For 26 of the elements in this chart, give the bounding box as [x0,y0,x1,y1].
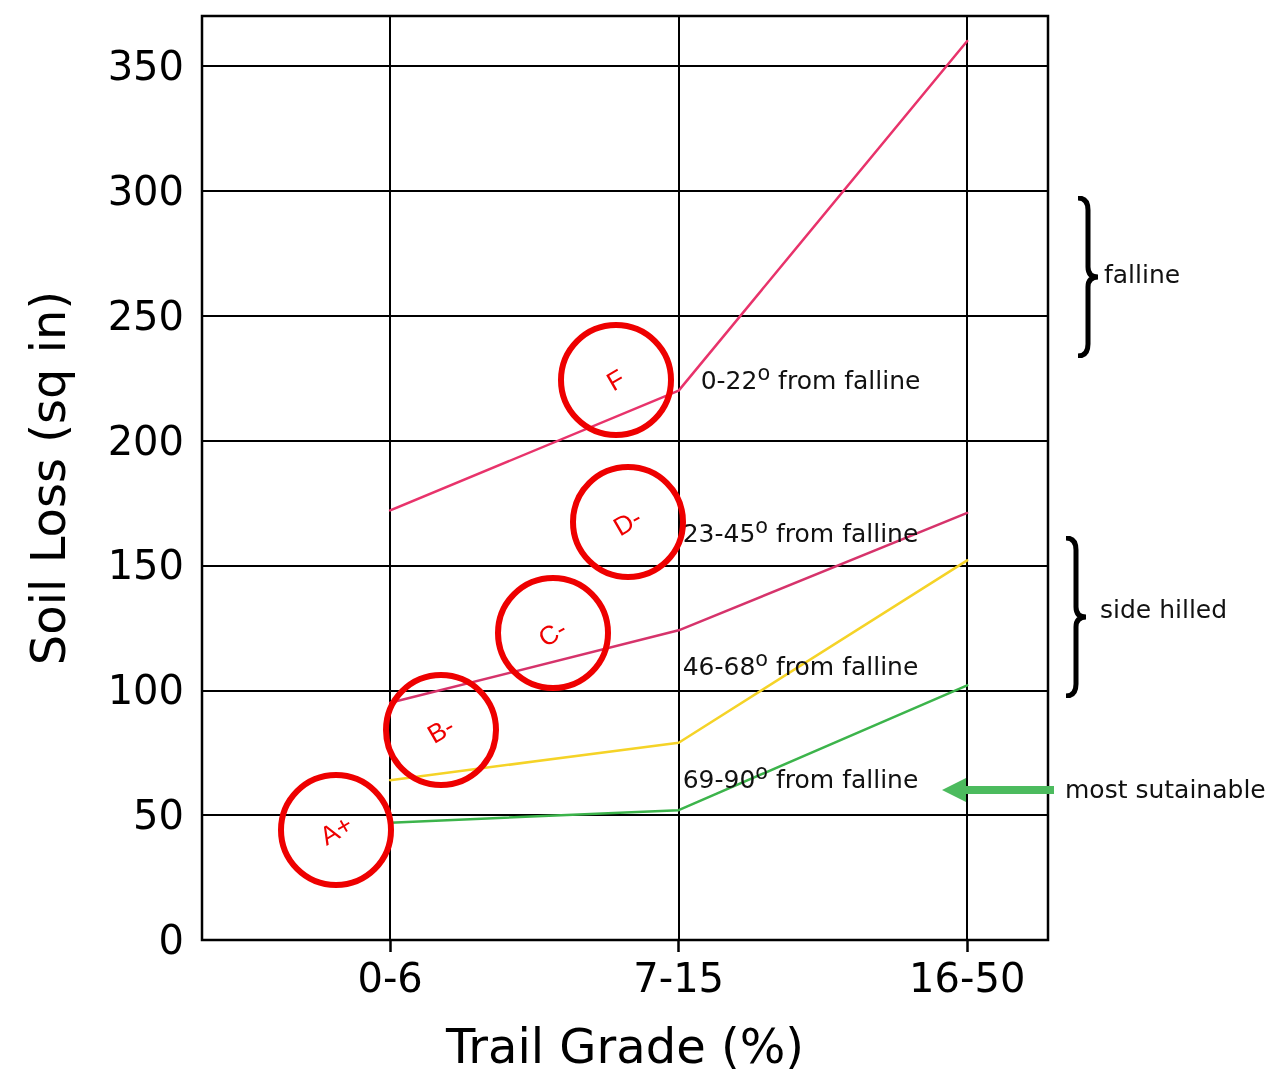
y-tick-label: 100 [107,667,184,714]
y-tick-label: 0 [158,917,184,963]
circle-badge: B- [383,672,499,788]
text: most sutainable [1065,775,1266,804]
circle-badge: C- [495,575,611,691]
annotation: F [601,362,631,398]
annotation: B- [421,710,461,750]
y-tick-label: 300 [107,167,184,214]
annotation: A+ [314,808,358,852]
circle-badge: F [558,322,674,438]
y-tick-label: 150 [107,542,184,589]
y-tick-label: 50 [133,792,184,839]
y-tick-label: 250 [107,292,184,339]
x-tick-label: 7-15 [633,955,725,1001]
series-label: 0-22$^{o}$ from falline [700,360,921,395]
x-tick-label: 0-6 [357,955,423,1001]
y-tick-label: 200 [107,417,184,464]
text: falline [1104,260,1181,289]
y-axis-title: Soil Loss (sq in) [20,290,76,666]
y-tick-label: 350 [107,42,184,89]
circle-badge: A+ [278,772,394,888]
annotation: D- [608,501,648,543]
text: side hilled [1100,595,1228,624]
annotation: C- [533,612,573,654]
x-tick-label: 16-50 [909,955,1026,1001]
x-axis-title: Trail Grade (%) [444,1018,805,1074]
